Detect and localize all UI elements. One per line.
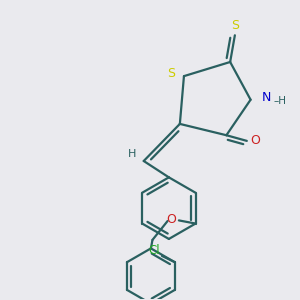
Text: O: O [251, 134, 261, 147]
Text: Cl: Cl [148, 244, 160, 257]
Text: S: S [167, 67, 175, 80]
Text: –H: –H [274, 96, 287, 106]
Text: O: O [167, 213, 176, 226]
Text: H: H [128, 149, 136, 159]
Text: N: N [262, 91, 272, 104]
Text: S: S [231, 19, 239, 32]
